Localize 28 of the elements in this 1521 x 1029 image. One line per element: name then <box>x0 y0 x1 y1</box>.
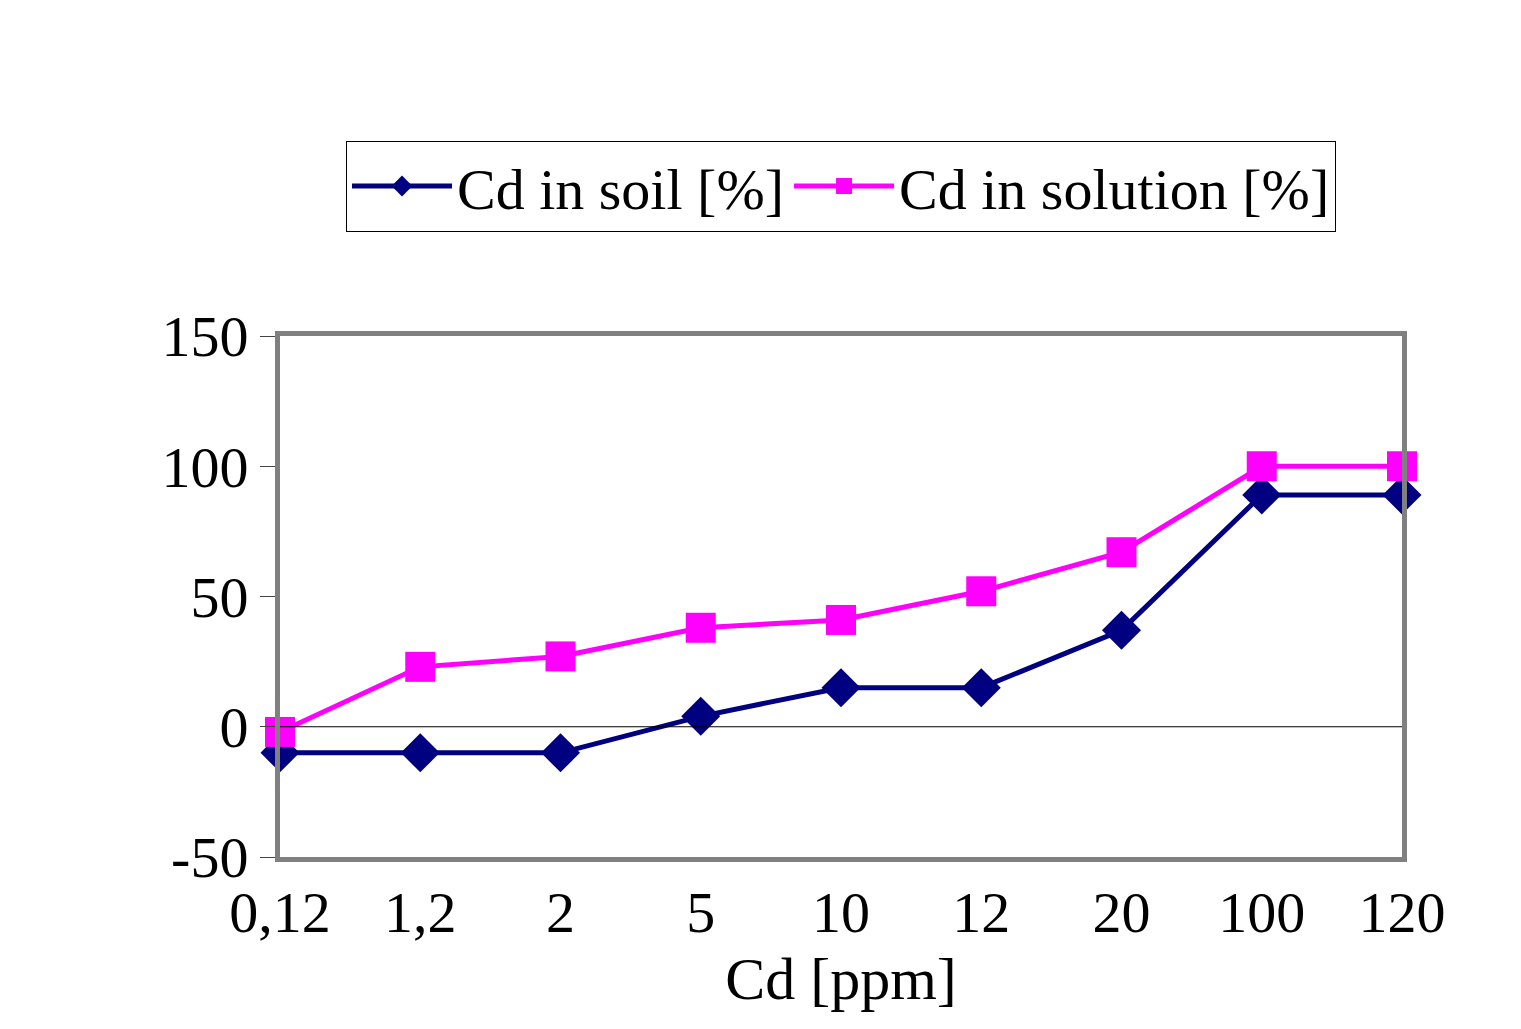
y-tick-label: 150 <box>161 304 249 370</box>
point <box>681 696 721 736</box>
x-axis-title: Cd [ppm] <box>725 946 957 1013</box>
x-tick-label: 120 <box>1358 879 1446 945</box>
y-tick-label: 0 <box>219 695 249 761</box>
point <box>961 668 1001 708</box>
legend-label: Cd in soil [%] <box>457 156 785 222</box>
point <box>400 733 440 773</box>
x-tick-label: 100 <box>1218 879 1306 945</box>
point <box>541 733 580 773</box>
y-tick-label: 100 <box>161 434 249 500</box>
point <box>405 651 436 682</box>
x-tick-label: 5 <box>686 879 716 945</box>
x-tick-label: 2 <box>546 879 575 945</box>
x-tick-label: 12 <box>952 879 1011 945</box>
x-tick-label: 1,2 <box>384 879 457 945</box>
point <box>1246 451 1277 482</box>
y-tick-label: 50 <box>190 564 249 630</box>
x-tick-label: 20 <box>1092 879 1151 945</box>
point <box>826 604 856 635</box>
point <box>685 612 716 643</box>
point <box>1102 610 1141 650</box>
point <box>1106 537 1137 568</box>
legend-label: Cd in solution [%] <box>899 156 1330 222</box>
point <box>545 641 576 672</box>
point <box>821 668 861 708</box>
point <box>966 576 997 607</box>
x-tick-label: 10 <box>812 879 870 945</box>
